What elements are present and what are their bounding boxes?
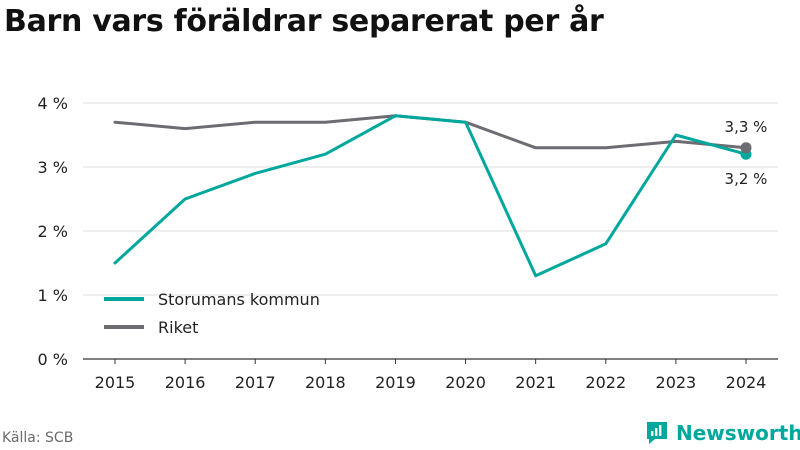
- brand-name: Newsworthy: [676, 421, 800, 445]
- series-line-1: [113, 114, 748, 278]
- newsworthy-logo-icon: [647, 422, 667, 444]
- end-value-label-1: 3,2 %: [725, 170, 768, 188]
- series-line-2: [113, 114, 748, 150]
- x-tick-label: 2024: [726, 373, 767, 392]
- brand[interactable]: Newsworthy: [644, 420, 800, 446]
- y-tick-label: 1 %: [38, 286, 68, 305]
- source-label: Källa: SCB: [2, 430, 74, 446]
- x-tick-label: 2018: [305, 373, 346, 392]
- chart-title: Barn vars föräldrar separerat per år: [4, 4, 604, 39]
- x-tick-label: 2019: [375, 373, 416, 392]
- y-tick-label: 2 %: [38, 222, 68, 241]
- y-tick-label: 3 %: [38, 158, 68, 177]
- x-tick-label: 2016: [165, 373, 206, 392]
- x-tick-label: 2020: [445, 373, 486, 392]
- x-tick-label: 2022: [585, 373, 626, 392]
- x-tick-label: 2023: [656, 373, 697, 392]
- x-tick-label: 2017: [235, 373, 276, 392]
- y-tick-label: 4 %: [38, 94, 68, 113]
- y-tick-label: 0 %: [38, 350, 68, 369]
- series-end-point-2: [740, 142, 752, 154]
- x-tick-label: 2021: [515, 373, 556, 392]
- end-value-label-2: 3,3 %: [725, 118, 768, 136]
- legend-label-1: Storumans kommun: [158, 290, 320, 309]
- legend-label-2: Riket: [158, 318, 198, 337]
- x-tick-label: 2015: [95, 373, 136, 392]
